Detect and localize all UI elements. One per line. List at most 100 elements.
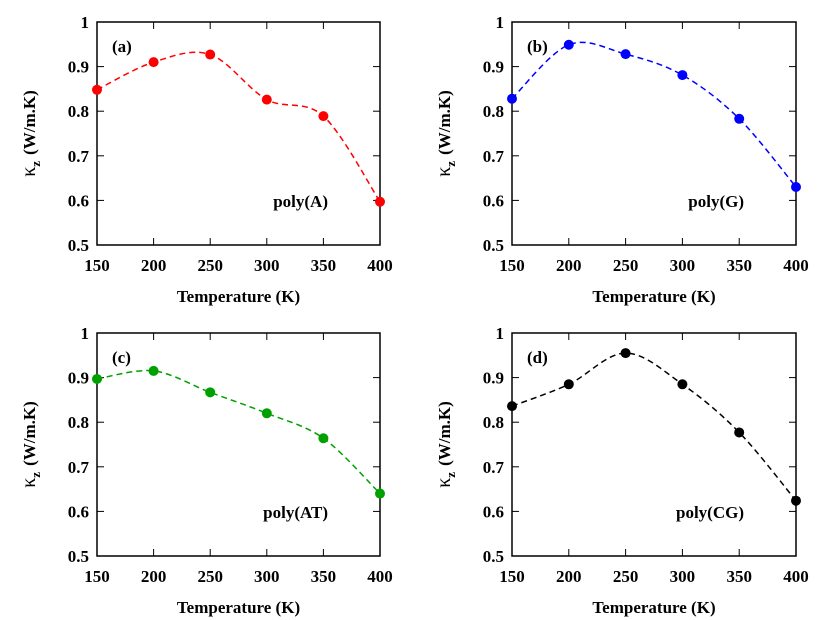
x-tick-label: 350 [311, 567, 337, 586]
panel: 0.5 0.6 0.7 0.8 0.9 1 150 200 250 300 350 400 Temper… [433, 13, 809, 306]
y-axis-symbol: κ [433, 167, 455, 177]
panel: 0.5 0.6 0.7 0.8 0.9 1 150 200 250 300 350 400 Temper… [18, 324, 393, 617]
fit-curve [96, 369, 381, 495]
y-tick-label: 0.7 [483, 458, 505, 477]
data-point [261, 408, 272, 419]
x-tick-label: 300 [254, 567, 280, 586]
y-tick-label: 1 [81, 324, 90, 343]
x-axis-label: Temperature (K) [592, 287, 715, 306]
x-tick-label: 400 [783, 567, 809, 586]
x-tick-label: 150 [499, 567, 525, 586]
y-tick-label: 0.9 [68, 58, 89, 77]
y-tick-label: 0.8 [68, 102, 89, 121]
y-axis-unit: (W/m.K) [20, 401, 39, 466]
data-point [677, 379, 688, 390]
data-point [620, 49, 631, 60]
y-axis-label: κz (W/m.K) [433, 90, 458, 177]
x-tick-label: 350 [726, 567, 752, 586]
plot-frame [96, 21, 381, 246]
y-tick-label: 0.9 [68, 369, 89, 388]
y-tick-label: 0.8 [483, 102, 504, 121]
y-tick-label: 1 [496, 13, 505, 32]
y-axis-unit: (W/m.K) [20, 90, 39, 155]
y-axis-symbol: κ [18, 167, 40, 177]
x-tick-label: 300 [670, 567, 696, 586]
x-tick-label: 150 [499, 256, 525, 275]
data-point [563, 379, 574, 390]
y-tick-label: 0.6 [68, 502, 89, 521]
y-tick-label: 0.5 [68, 547, 89, 566]
data-point [375, 488, 385, 499]
y-axis-symbol: κ [433, 478, 455, 488]
panel-label: (b) [527, 37, 548, 56]
data-point [734, 113, 745, 124]
y-axis-subscript: z [443, 472, 458, 478]
data-point [92, 373, 102, 384]
y-tick-label: 0.5 [483, 547, 504, 566]
data-point [375, 196, 385, 207]
x-tick-label: 250 [197, 256, 223, 275]
annotation: poly(CG) [676, 503, 744, 522]
y-tick-label: 0.5 [68, 236, 89, 255]
x-tick-label: 150 [84, 567, 110, 586]
annotation: poly(AT) [263, 503, 328, 522]
fit-curve [511, 352, 797, 502]
panel: 0.5 0.6 0.7 0.8 0.9 1 150 200 250 300 350 400 Temper… [433, 324, 809, 617]
x-tick-label: 350 [311, 256, 337, 275]
annotation: poly(A) [273, 192, 328, 211]
x-tick-label: 200 [141, 567, 167, 586]
y-axis-label: κz (W/m.K) [433, 401, 458, 488]
data-point [563, 39, 574, 50]
data-point [791, 495, 801, 506]
y-tick-label: 0.5 [483, 236, 504, 255]
panel-label: (c) [112, 348, 131, 367]
annotation: poly(G) [688, 192, 744, 211]
data-point [205, 387, 216, 398]
data-point [261, 94, 272, 105]
data-point [677, 70, 688, 81]
y-axis-subscript: z [28, 161, 43, 167]
x-tick-label: 400 [783, 256, 809, 275]
fit-curve [511, 41, 797, 188]
y-axis-unit: (W/m.K) [435, 90, 454, 155]
y-tick-label: 0.7 [483, 147, 505, 166]
plot-frame [511, 332, 797, 557]
data-point [318, 433, 329, 444]
y-tick-label: 0.7 [68, 147, 90, 166]
x-tick-label: 400 [367, 567, 393, 586]
data-point [148, 57, 159, 68]
y-tick-label: 0.9 [483, 369, 504, 388]
panel-label: (d) [527, 348, 548, 367]
data-point [791, 182, 801, 193]
x-tick-label: 350 [726, 256, 752, 275]
y-axis-subscript: z [28, 472, 43, 478]
panel-label: (a) [112, 37, 132, 56]
y-tick-label: 0.9 [483, 58, 504, 77]
x-tick-label: 150 [84, 256, 110, 275]
y-axis-label: κz (W/m.K) [18, 90, 43, 177]
fit-curve [96, 51, 381, 203]
plot-frame [511, 21, 797, 246]
plot-frame [96, 332, 381, 557]
x-tick-label: 200 [141, 256, 167, 275]
data-point [148, 365, 159, 376]
data-point [507, 93, 517, 104]
y-axis-subscript: z [443, 161, 458, 167]
x-axis-label: Temperature (K) [592, 598, 715, 617]
y-axis-label: κz (W/m.K) [18, 401, 43, 488]
x-tick-label: 250 [613, 256, 639, 275]
x-tick-label: 300 [254, 256, 280, 275]
data-point [734, 427, 745, 438]
y-tick-label: 1 [496, 324, 505, 343]
data-point [620, 348, 631, 359]
y-tick-label: 0.8 [483, 413, 504, 432]
y-tick-label: 0.6 [483, 502, 504, 521]
x-tick-label: 400 [367, 256, 393, 275]
data-point [318, 111, 329, 122]
x-tick-label: 250 [197, 567, 223, 586]
y-tick-label: 0.8 [68, 413, 89, 432]
data-point [92, 84, 102, 95]
x-axis-label: Temperature (K) [177, 287, 300, 306]
x-tick-label: 200 [556, 567, 582, 586]
